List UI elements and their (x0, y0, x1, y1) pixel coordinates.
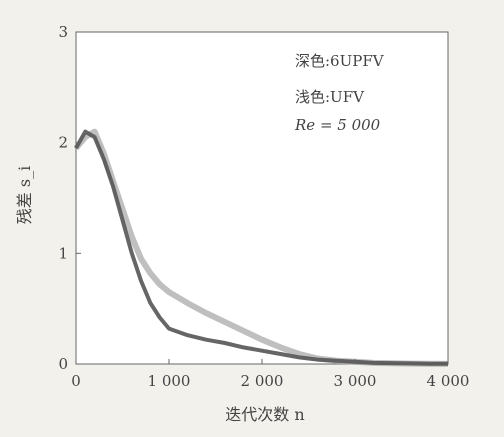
x-tick-label: 3 000 (334, 372, 377, 390)
y-tick-label: 0 (58, 355, 68, 373)
ticks-layer: 0 1 000 2 000 3 000 4 000 0 1 2 3 (58, 23, 469, 390)
y-axis-title: 残差 s_i (15, 166, 34, 224)
legend-dark: 深色:6UPFV (295, 52, 385, 70)
x-tick-label: 1 000 (148, 372, 191, 390)
y-tick-label: 3 (58, 23, 68, 41)
x-tick-label: 4 000 (427, 372, 470, 390)
plot-area (75, 31, 449, 365)
y-tick-label: 1 (58, 244, 68, 262)
x-axis-title: 迭代次数 n (225, 405, 304, 424)
legend: 深色:6UPFV 浅色:UFV Re = 5 000 (294, 52, 385, 134)
legend-light: 浅色:UFV (295, 88, 365, 106)
y-tick-label: 2 (58, 134, 68, 152)
legend-re: Re = 5 000 (294, 116, 381, 134)
series-line-6upfv (74, 129, 449, 366)
x-tick-label: 0 (71, 372, 81, 390)
series-layer (73, 128, 449, 367)
x-tick-label: 2 000 (241, 372, 284, 390)
